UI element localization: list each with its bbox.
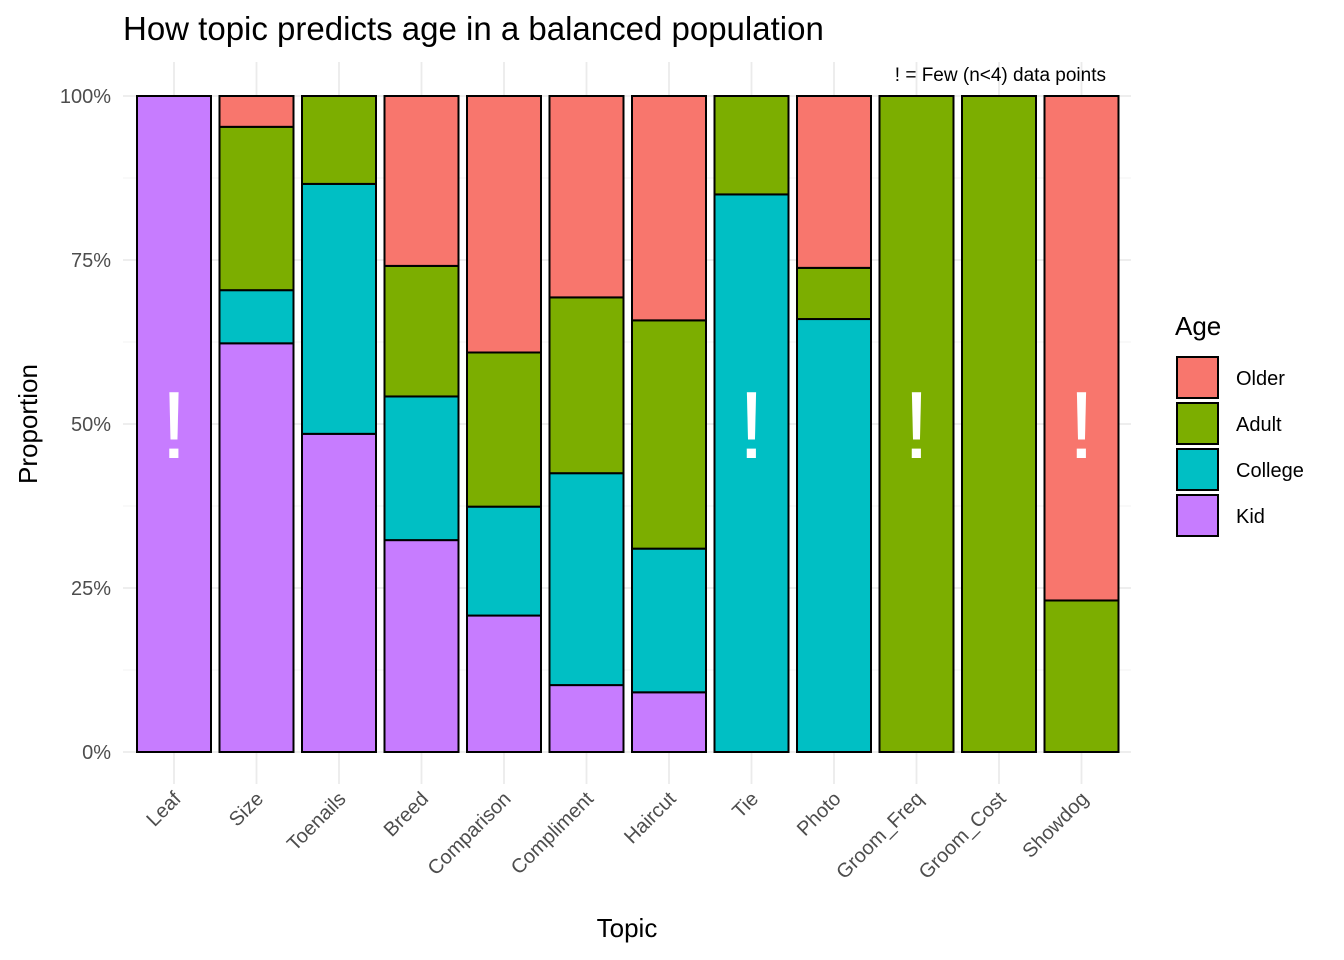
legend-key-kid bbox=[1176, 494, 1219, 537]
bar-group-leaf bbox=[136, 95, 212, 753]
y-tick-label: 50% bbox=[71, 414, 111, 436]
few-data-flag-groom-freq: ! bbox=[903, 372, 930, 479]
x-tick-label-compliment: Compliment bbox=[507, 788, 598, 879]
bar-group-breed bbox=[383, 95, 460, 753]
bar-group-comparison bbox=[466, 95, 542, 753]
bar-segment-haircut-kid bbox=[631, 691, 707, 754]
bar-segment-breed-college bbox=[383, 395, 460, 542]
bar-segment-toenails-adult bbox=[301, 95, 377, 185]
y-axis-title: Proportion bbox=[13, 364, 43, 484]
bar-segment-toenails-kid bbox=[301, 432, 377, 753]
bar-segment-compliment-adult bbox=[548, 296, 625, 475]
few-data-note: ! = Few (n<4) data points bbox=[895, 65, 1106, 86]
x-axis-ticks: Leaf Size Toenails BreedComparisonComplimen… bbox=[142, 788, 1093, 884]
x-tick-label-photo: Photo bbox=[793, 788, 846, 841]
bar-segment-leaf-kid bbox=[136, 95, 212, 753]
bar-segment-comparison-kid bbox=[466, 614, 542, 753]
bar-group-showdog bbox=[1043, 95, 1120, 753]
y-tick-label: 0% bbox=[82, 742, 111, 764]
x-tick-label-groom-freq: Groom_Freq bbox=[832, 788, 928, 884]
bar-segment-size-older bbox=[218, 95, 295, 128]
x-tick-label-tie: Tie bbox=[728, 788, 763, 823]
bar-group-compliment bbox=[548, 95, 625, 754]
bar-segment-photo-college bbox=[796, 318, 872, 753]
x-tick-label-size: Size bbox=[225, 788, 268, 831]
legend-label-kid: Kid bbox=[1236, 506, 1265, 528]
chart-title: How topic predicts age in a balanced pop… bbox=[123, 10, 824, 47]
x-axis-title: Topic bbox=[597, 913, 658, 943]
x-tick-label-showdog: Showdog bbox=[1019, 788, 1094, 863]
bar-group-groom-cost bbox=[961, 95, 1037, 753]
bar-segment-comparison-older bbox=[466, 95, 542, 354]
bar-segment-breed-older bbox=[383, 95, 460, 267]
x-tick-label-toenails: Toenails bbox=[283, 788, 350, 855]
bars bbox=[136, 95, 1120, 754]
legend-label-older: Older bbox=[1236, 368, 1285, 390]
x-tick-label-comparison: Comparison bbox=[424, 788, 516, 880]
bar-segment-toenails-college bbox=[301, 182, 377, 435]
bar-segment-groom-freq-adult bbox=[878, 95, 955, 753]
bar-segment-compliment-college bbox=[548, 472, 625, 687]
few-data-flags: !!!! bbox=[161, 372, 1095, 479]
bar-segment-size-kid bbox=[218, 342, 295, 753]
bar-segment-compliment-kid bbox=[548, 684, 625, 754]
bar-segment-size-adult bbox=[218, 125, 295, 292]
few-data-flag-tie: ! bbox=[738, 372, 765, 479]
bar-segment-breed-kid bbox=[383, 539, 460, 753]
bar-segment-showdog-adult bbox=[1043, 599, 1120, 753]
bar-segment-photo-adult bbox=[796, 266, 872, 321]
y-tick-label: 25% bbox=[71, 578, 111, 600]
few-data-flag-showdog: ! bbox=[1068, 372, 1095, 479]
bar-segment-comparison-adult bbox=[466, 351, 542, 508]
legend-label-adult: Adult bbox=[1236, 414, 1282, 436]
few-data-flag-leaf: ! bbox=[161, 372, 188, 479]
bar-segment-compliment-older bbox=[548, 95, 625, 299]
x-tick-label-breed: Breed bbox=[380, 788, 433, 841]
y-axis-ticks: 0% 25% 50% 75% 100% bbox=[60, 86, 111, 764]
bar-segment-tie-college bbox=[713, 193, 790, 753]
bar-segment-size-college bbox=[218, 289, 295, 345]
y-tick-label: 100% bbox=[60, 86, 111, 108]
x-tick-label-groom-cost: Groom_Cost bbox=[915, 788, 1011, 884]
bar-segment-haircut-older bbox=[631, 95, 707, 322]
bar-group-groom-freq bbox=[878, 95, 955, 753]
x-tick-label-haircut: Haircut bbox=[620, 788, 681, 849]
x-tick-label-leaf: Leaf bbox=[142, 788, 185, 831]
bar-group-photo bbox=[796, 95, 872, 753]
legend-key-college bbox=[1176, 448, 1219, 491]
legend-title: Age bbox=[1175, 311, 1221, 341]
bar-segment-haircut-college bbox=[631, 547, 707, 694]
legend-key-adult bbox=[1176, 402, 1219, 445]
legend: Age Older Adult College Kid bbox=[1175, 311, 1304, 537]
bar-group-size bbox=[218, 95, 295, 753]
bar-group-toenails bbox=[301, 95, 377, 753]
bar-segment-groom-cost-adult bbox=[961, 95, 1037, 753]
bar-group-tie bbox=[713, 95, 790, 753]
legend-label-college: College bbox=[1236, 460, 1304, 482]
bar-segment-breed-adult bbox=[383, 264, 460, 398]
legend-key-older bbox=[1176, 356, 1219, 399]
bar-segment-photo-older bbox=[796, 95, 872, 269]
bar-segment-haircut-adult bbox=[631, 319, 707, 550]
bar-segment-comparison-college bbox=[466, 505, 542, 617]
bar-segment-tie-adult bbox=[713, 95, 790, 196]
y-tick-label: 75% bbox=[71, 250, 111, 272]
bar-segment-showdog-older bbox=[1043, 95, 1120, 602]
bar-group-haircut bbox=[631, 95, 707, 754]
